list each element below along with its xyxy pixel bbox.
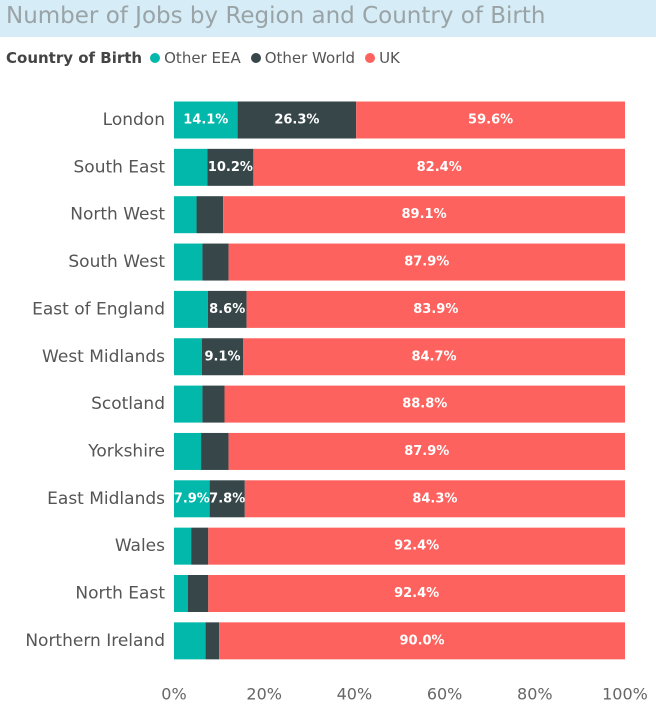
- bar-london-uk: [356, 101, 625, 139]
- data-label-east-of-england-other-world: 8.6%: [209, 302, 245, 317]
- data-label-london-other-world: 26.3%: [274, 113, 319, 128]
- data-label-east-midlands-other-eea: 7.9%: [174, 491, 210, 506]
- category-label-south-east: South East: [74, 157, 166, 177]
- data-label-east-midlands-other-world: 7.8%: [209, 491, 245, 506]
- bar-east-of-england-other-world: [207, 290, 247, 328]
- bar-west-midlands-other-eea: [174, 338, 202, 376]
- bar-south-east-other-eea: [174, 148, 208, 186]
- x-tick-label-0: 0%: [161, 685, 186, 704]
- bar-north-west-other-eea: [174, 196, 197, 234]
- bar-yorkshire-uk: [228, 432, 626, 470]
- data-label-east-of-england-uk: 83.9%: [413, 302, 458, 317]
- bar-east-midlands-other-world: [209, 480, 245, 518]
- data-label-west-midlands-uk: 84.7%: [411, 349, 456, 364]
- legend-label-other-eea: Other EEA: [164, 49, 241, 67]
- legend: Country of Birth Other EEA Other World U…: [6, 47, 410, 69]
- bar-north-east-uk: [208, 575, 625, 612]
- bar-north-west-uk: [223, 196, 625, 234]
- bar-south-west-other-world: [202, 243, 229, 281]
- category-label-south-west: South West: [68, 252, 165, 272]
- category-label-scotland: Scotland: [91, 394, 165, 414]
- category-label-west-midlands: West Midlands: [42, 347, 165, 367]
- legend-dot-other-world: [250, 53, 261, 63]
- legend-label-other-world: Other World: [264, 49, 356, 67]
- bar-south-east-uk: [253, 148, 625, 186]
- data-label-northern-ireland-uk: 90.0%: [399, 633, 444, 648]
- chart-title: Number of Jobs by Region and Country of …: [6, 3, 546, 29]
- bar-scotland-uk: [224, 385, 625, 423]
- bar-northern-ireland-uk: [219, 622, 625, 660]
- bar-northern-ireland-other-eea: [174, 622, 206, 660]
- category-label-london: London: [103, 110, 165, 130]
- bar-south-east-other-world: [207, 148, 254, 186]
- data-label-south-west-uk: 87.9%: [404, 255, 449, 270]
- bar-west-midlands-other-world: [201, 338, 244, 376]
- bar-east-of-england-other-eea: [174, 290, 208, 328]
- category-label-wales: Wales: [115, 536, 165, 556]
- x-tick-label-1: 20%: [246, 685, 282, 704]
- legend-item-uk[interactable]: UK: [365, 49, 400, 67]
- x-tick-label-4: 80%: [517, 685, 553, 704]
- bar-scotland-other-world: [202, 385, 225, 423]
- data-label-south-east-other-world: 10.2%: [208, 160, 253, 175]
- bar-london-other-world: [237, 101, 357, 139]
- bar-wales-other-world: [191, 527, 209, 565]
- bar-north-east-other-world: [187, 575, 209, 612]
- bar-south-west-uk: [228, 243, 626, 281]
- bar-yorkshire-other-world: [201, 432, 229, 470]
- bar-northern-ireland-other-world: [205, 622, 220, 660]
- legend-item-other-world[interactable]: Other World: [250, 49, 356, 67]
- data-label-wales-uk: 92.4%: [394, 539, 439, 554]
- legend-title: Country of Birth: [6, 49, 143, 67]
- data-label-london-uk: 59.6%: [468, 113, 513, 128]
- bar-wales-other-eea: [174, 527, 192, 565]
- title-bar: Number of Jobs by Region and Country of …: [0, 0, 656, 37]
- data-label-scotland-uk: 88.8%: [402, 397, 447, 412]
- x-tick-label-5: 100%: [602, 685, 648, 704]
- data-label-north-west-uk: 89.1%: [402, 207, 447, 222]
- bar-wales-uk: [208, 527, 625, 565]
- bar-yorkshire-other-eea: [174, 432, 202, 470]
- data-label-south-east-uk: 82.4%: [417, 160, 462, 175]
- category-label-northern-ireland: Northern Ireland: [25, 631, 165, 651]
- bar-east-midlands-other-eea: [174, 480, 210, 518]
- x-tick-label-3: 60%: [427, 685, 463, 704]
- legend-item-other-eea[interactable]: Other EEA: [150, 49, 241, 67]
- category-label-yorkshire: Yorkshire: [87, 441, 165, 461]
- data-label-north-east-uk: 92.4%: [394, 586, 439, 601]
- category-label-east-of-england: East of England: [32, 299, 165, 319]
- bar-east-midlands-uk: [244, 480, 625, 518]
- bar-north-west-other-world: [196, 196, 224, 234]
- legend-label-uk: UK: [379, 49, 400, 67]
- data-label-east-midlands-uk: 84.3%: [412, 491, 457, 506]
- data-label-west-midlands-other-world: 9.1%: [204, 349, 240, 364]
- legend-dot-other-eea: [150, 53, 161, 63]
- legend-dot-uk: [365, 53, 376, 63]
- data-label-london-other-eea: 14.1%: [183, 113, 228, 128]
- bar-west-midlands-uk: [243, 338, 626, 376]
- bar-east-of-england-uk: [246, 290, 625, 328]
- data-label-yorkshire-uk: 87.9%: [404, 444, 449, 459]
- bar-scotland-other-eea: [174, 385, 203, 423]
- bar-south-west-other-eea: [174, 243, 203, 281]
- category-label-north-west: North West: [70, 205, 165, 225]
- category-label-north-east: North East: [75, 584, 165, 604]
- x-tick-label-2: 40%: [337, 685, 373, 704]
- bar-north-east-other-eea: [174, 575, 188, 612]
- category-label-east-midlands: East Midlands: [47, 489, 165, 509]
- bar-london-other-eea: [174, 101, 238, 139]
